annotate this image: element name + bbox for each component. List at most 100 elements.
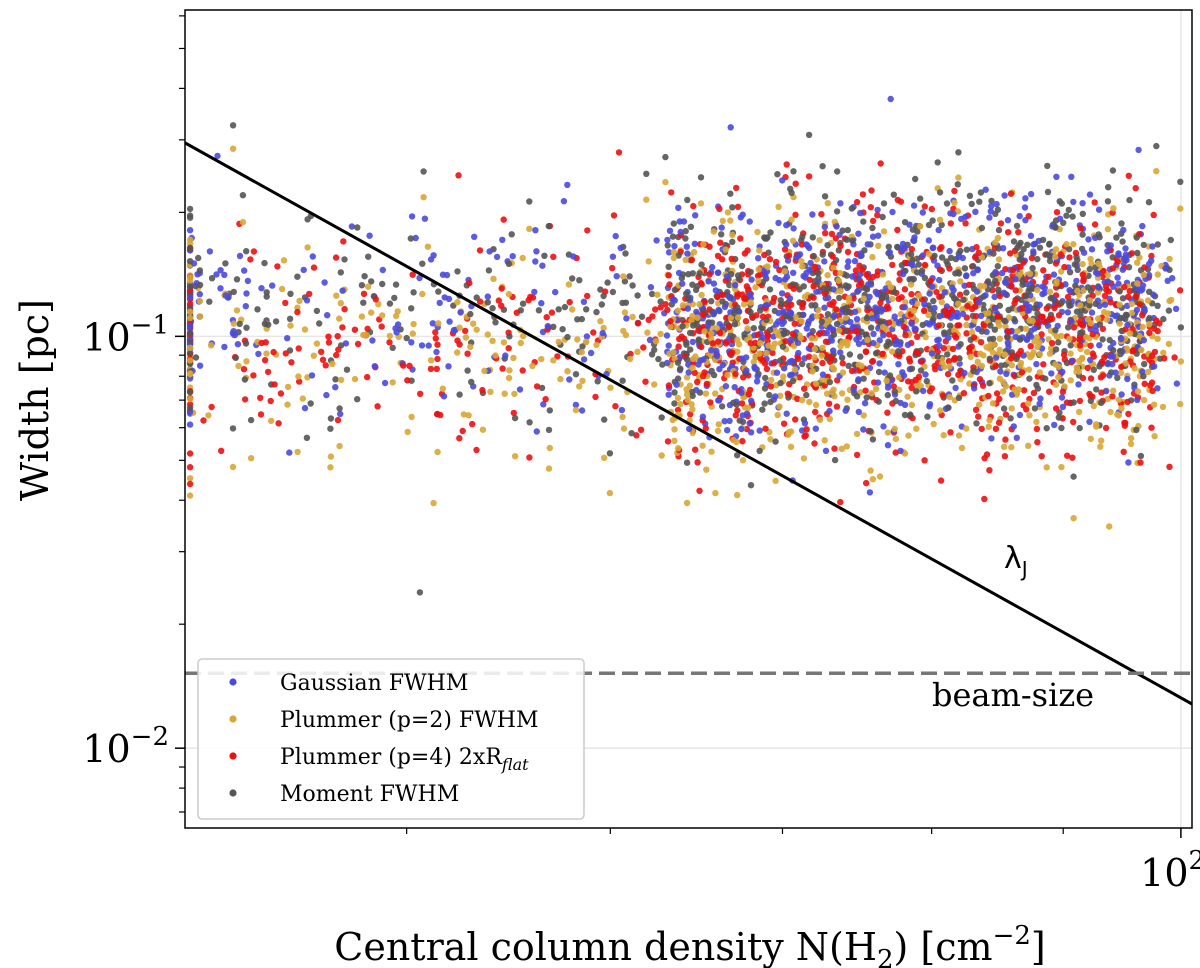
scatter-point <box>1118 405 1125 412</box>
scatter-point <box>874 212 881 219</box>
scatter-point <box>692 446 699 453</box>
scatter-point <box>793 254 800 261</box>
scatter-point <box>1022 406 1030 413</box>
scatter-point <box>722 340 730 347</box>
scatter-point <box>336 315 343 322</box>
scatter-point <box>339 287 346 294</box>
scatter-point <box>1145 199 1153 206</box>
scatter-point <box>952 313 960 320</box>
scatter-point <box>1078 320 1085 328</box>
scatter-point <box>867 204 874 211</box>
scatter-point <box>365 253 372 260</box>
scatter-point <box>719 291 726 299</box>
scatter-point <box>610 212 618 219</box>
scatter-point <box>739 457 747 464</box>
scatter-point <box>1022 325 1030 332</box>
scatter-point <box>341 306 348 313</box>
scatter-point <box>664 242 671 249</box>
scatter-point <box>240 366 248 373</box>
scatter-point <box>781 365 788 372</box>
scatter-point <box>186 283 194 290</box>
scatter-point <box>1106 336 1113 344</box>
scatter-point <box>779 343 787 350</box>
scatter-point <box>747 482 755 489</box>
scatter-point <box>1080 277 1087 285</box>
scatter-point <box>1077 329 1084 337</box>
scatter-point <box>243 324 250 331</box>
scatter-point <box>1100 267 1107 275</box>
axis-ticks: 102210−110−2 <box>82 15 1200 895</box>
scatter-point <box>486 248 493 255</box>
scatter-point <box>839 339 846 346</box>
scatter-point <box>775 332 782 339</box>
scatter-point <box>915 292 922 299</box>
scatter-point <box>255 350 262 358</box>
scatter-point <box>410 320 417 328</box>
scatter-point <box>1149 243 1156 250</box>
scatter-point <box>1087 397 1095 405</box>
scatter-point <box>992 354 1000 361</box>
scatter-point <box>1095 284 1102 291</box>
scatter-point <box>394 308 401 315</box>
scatter-point <box>587 349 595 357</box>
scatter-point <box>964 302 971 310</box>
scatter-point <box>1042 412 1049 419</box>
scatter-point <box>229 463 237 471</box>
scatter-point <box>837 349 844 356</box>
scatter-point <box>565 281 573 288</box>
scatter-point <box>1036 244 1044 251</box>
scatter-point <box>296 297 303 305</box>
scatter-point <box>629 313 636 321</box>
scatter-point <box>1058 332 1065 340</box>
scatter-point <box>689 355 697 363</box>
scatter-point <box>578 349 585 356</box>
scatter-point <box>679 302 687 309</box>
scatter-point <box>1039 236 1047 244</box>
scatter-point <box>674 406 682 414</box>
scatter-point <box>786 295 794 302</box>
scatter-point <box>883 377 890 384</box>
scatter-point <box>671 242 678 250</box>
scatter-point <box>410 289 417 296</box>
scatter-point <box>655 355 662 363</box>
scatter-point <box>787 443 795 450</box>
scatter-point <box>341 256 348 263</box>
scatter-point <box>1002 411 1010 418</box>
scatter-point <box>1027 333 1035 340</box>
scatter-point <box>434 355 441 363</box>
scatter-point <box>548 309 556 316</box>
scatter-point <box>619 377 626 384</box>
scatter-point <box>710 371 718 379</box>
scatter-point <box>1007 250 1014 257</box>
scatter-point <box>1036 400 1043 407</box>
scatter-point <box>1008 391 1016 398</box>
scatter-point <box>715 397 723 404</box>
scatter-point <box>795 355 802 363</box>
scatter-point <box>882 285 889 292</box>
scatter-point <box>1047 294 1055 302</box>
scatter-point <box>1015 386 1022 393</box>
x-tick-label: 1022 <box>1140 846 1200 895</box>
scatter-point <box>247 256 254 263</box>
scatter-point <box>839 227 846 234</box>
scatter-point <box>1156 320 1163 327</box>
scatter-point <box>1040 361 1047 368</box>
scatter-point <box>1077 302 1084 309</box>
scatter-point <box>658 414 665 421</box>
scatter-point <box>1046 388 1053 395</box>
scatter-point <box>966 192 974 199</box>
scatter-point <box>963 330 970 337</box>
scatter-point <box>787 309 794 316</box>
scatter-point <box>651 381 658 388</box>
scatter-point <box>1138 346 1145 354</box>
scatter-point <box>867 324 875 331</box>
scatter-point <box>280 257 288 264</box>
scatter-point <box>1068 173 1075 180</box>
scatter-point <box>1132 185 1139 192</box>
scatter-point <box>303 297 311 304</box>
scatter-point <box>691 369 698 376</box>
scatter-point <box>1074 287 1081 294</box>
scatter-point <box>327 453 335 460</box>
scatter-point <box>1055 414 1063 421</box>
scatter-point <box>800 455 808 462</box>
